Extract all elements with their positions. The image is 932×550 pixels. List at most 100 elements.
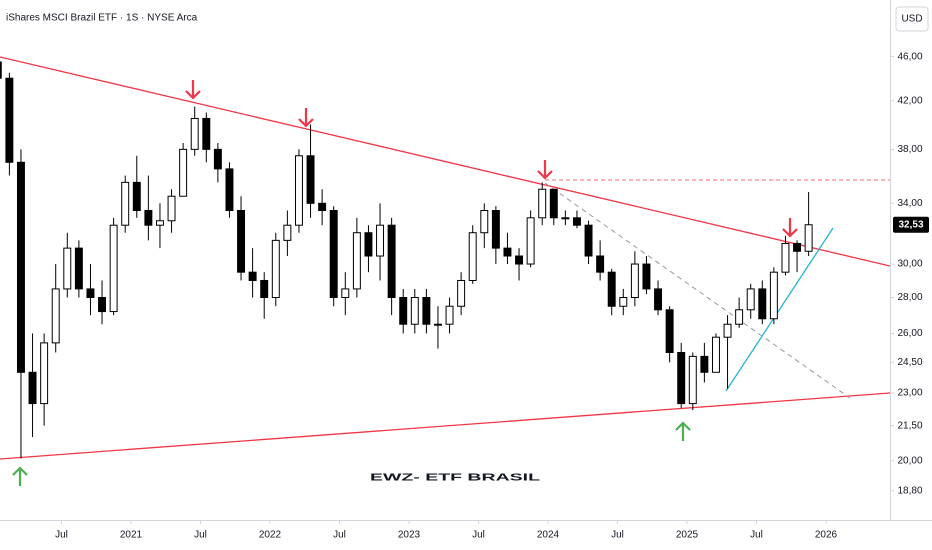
candle-body: [723, 323, 732, 338]
y-tick-label: 42,00: [897, 95, 922, 106]
last-price-label: 32,53: [898, 219, 923, 230]
candle-body: [86, 288, 95, 299]
candle-body: [711, 336, 720, 373]
candle-body: [144, 210, 153, 226]
candle-body: [132, 181, 141, 212]
candle-body: [16, 161, 25, 373]
candle-body: [294, 155, 303, 226]
x-tick-label: Jul: [194, 530, 207, 541]
candle-body: [491, 210, 500, 249]
arrow-up: [12, 466, 28, 486]
candle-body: [318, 202, 327, 212]
candle-body: [306, 155, 315, 204]
candle-body: [364, 232, 373, 257]
candle-body: [793, 242, 802, 252]
y-tick-label: 46,00: [897, 51, 922, 62]
y-tick-label: 24,50: [897, 357, 922, 368]
candle-body: [329, 210, 338, 299]
trend-line: [0, 56, 891, 267]
candle-body: [642, 263, 651, 290]
candle-body: [619, 297, 628, 307]
candle-body: [688, 355, 697, 405]
y-tick-label: 28,00: [897, 292, 922, 303]
candle-body: [341, 288, 350, 299]
x-tick-label: 2022: [259, 530, 282, 541]
candle-body: [352, 232, 361, 290]
candle-body: [387, 224, 396, 299]
support-line: [725, 227, 834, 392]
annotation: EWZ- ETF BRASIL: [370, 473, 540, 484]
y-tick-label: 38,00: [897, 144, 922, 155]
candle-body: [271, 239, 280, 299]
candle-body: [376, 224, 385, 257]
arrow-down: [537, 160, 553, 180]
candle-body: [167, 195, 176, 222]
candle-body: [98, 297, 107, 313]
candle-body: [433, 323, 442, 326]
candle-body: [155, 220, 164, 226]
dashed-trend: [544, 182, 851, 399]
y-tick-label: 30,00: [897, 259, 922, 270]
trend-line: [0, 392, 891, 460]
drawings: [0, 56, 891, 460]
candle-body: [74, 247, 83, 290]
candle-body: [769, 271, 778, 320]
candle-body: [480, 210, 489, 234]
candle-body: [121, 181, 130, 226]
candle-body: [584, 224, 593, 257]
candle-body: [283, 224, 292, 241]
x-tick-label: Jul: [611, 530, 624, 541]
currency-box[interactable]: [895, 6, 929, 32]
y-tick-label: 20,00: [897, 455, 922, 466]
x-tick-label: Jul: [333, 530, 346, 541]
candle-body: [445, 305, 454, 325]
candle-body: [457, 279, 466, 307]
candle-body: [40, 342, 49, 405]
x-tick-label: 2023: [398, 530, 421, 541]
candle-body: [503, 247, 512, 257]
candle-body: [63, 247, 72, 290]
candle-body: [596, 255, 605, 273]
candle-body: [109, 224, 118, 313]
candle-body: [179, 148, 188, 197]
candle-body: [410, 297, 419, 325]
candle-body: [422, 297, 431, 325]
y-tick-label: 18,80: [897, 485, 922, 496]
candle-body: [572, 217, 581, 226]
arrow-down: [298, 108, 314, 128]
candle-body: [0, 61, 2, 79]
x-tick-label: 2024: [537, 530, 560, 541]
candle-body: [700, 355, 709, 373]
candle-body: [781, 242, 790, 273]
chart-title: iShares MSCI Brazil ETF · 1S · NYSE Arca: [6, 13, 198, 24]
candle-body: [28, 371, 37, 405]
x-tick-label: Jul: [750, 530, 763, 541]
last-price-box: [893, 216, 929, 233]
candle-body: [51, 288, 60, 344]
candle-body: [804, 224, 813, 252]
candle-body: [630, 263, 639, 299]
candle-body: [248, 271, 257, 281]
x-tick-label: Jul: [55, 530, 68, 541]
arrows: [12, 80, 798, 486]
candle-body: [468, 232, 477, 281]
candles: [0, 61, 813, 459]
candle-body: [538, 188, 547, 219]
candle-body: [237, 210, 246, 273]
candle-body: [677, 351, 686, 405]
candle-body: [758, 288, 767, 320]
x-tick-label: 2021: [120, 530, 143, 541]
candle-body: [654, 288, 663, 311]
x-tick-label: 2025: [676, 530, 699, 541]
y-tick-label: 34,00: [897, 198, 922, 209]
candle-body: [561, 217, 570, 220]
y-tick-label: 21,50: [897, 420, 922, 431]
x-tick-label: 2026: [815, 530, 838, 541]
arrow-down: [782, 218, 798, 238]
candle-body: [665, 309, 674, 353]
candle-body: [607, 271, 616, 307]
candle-body: [746, 288, 755, 311]
